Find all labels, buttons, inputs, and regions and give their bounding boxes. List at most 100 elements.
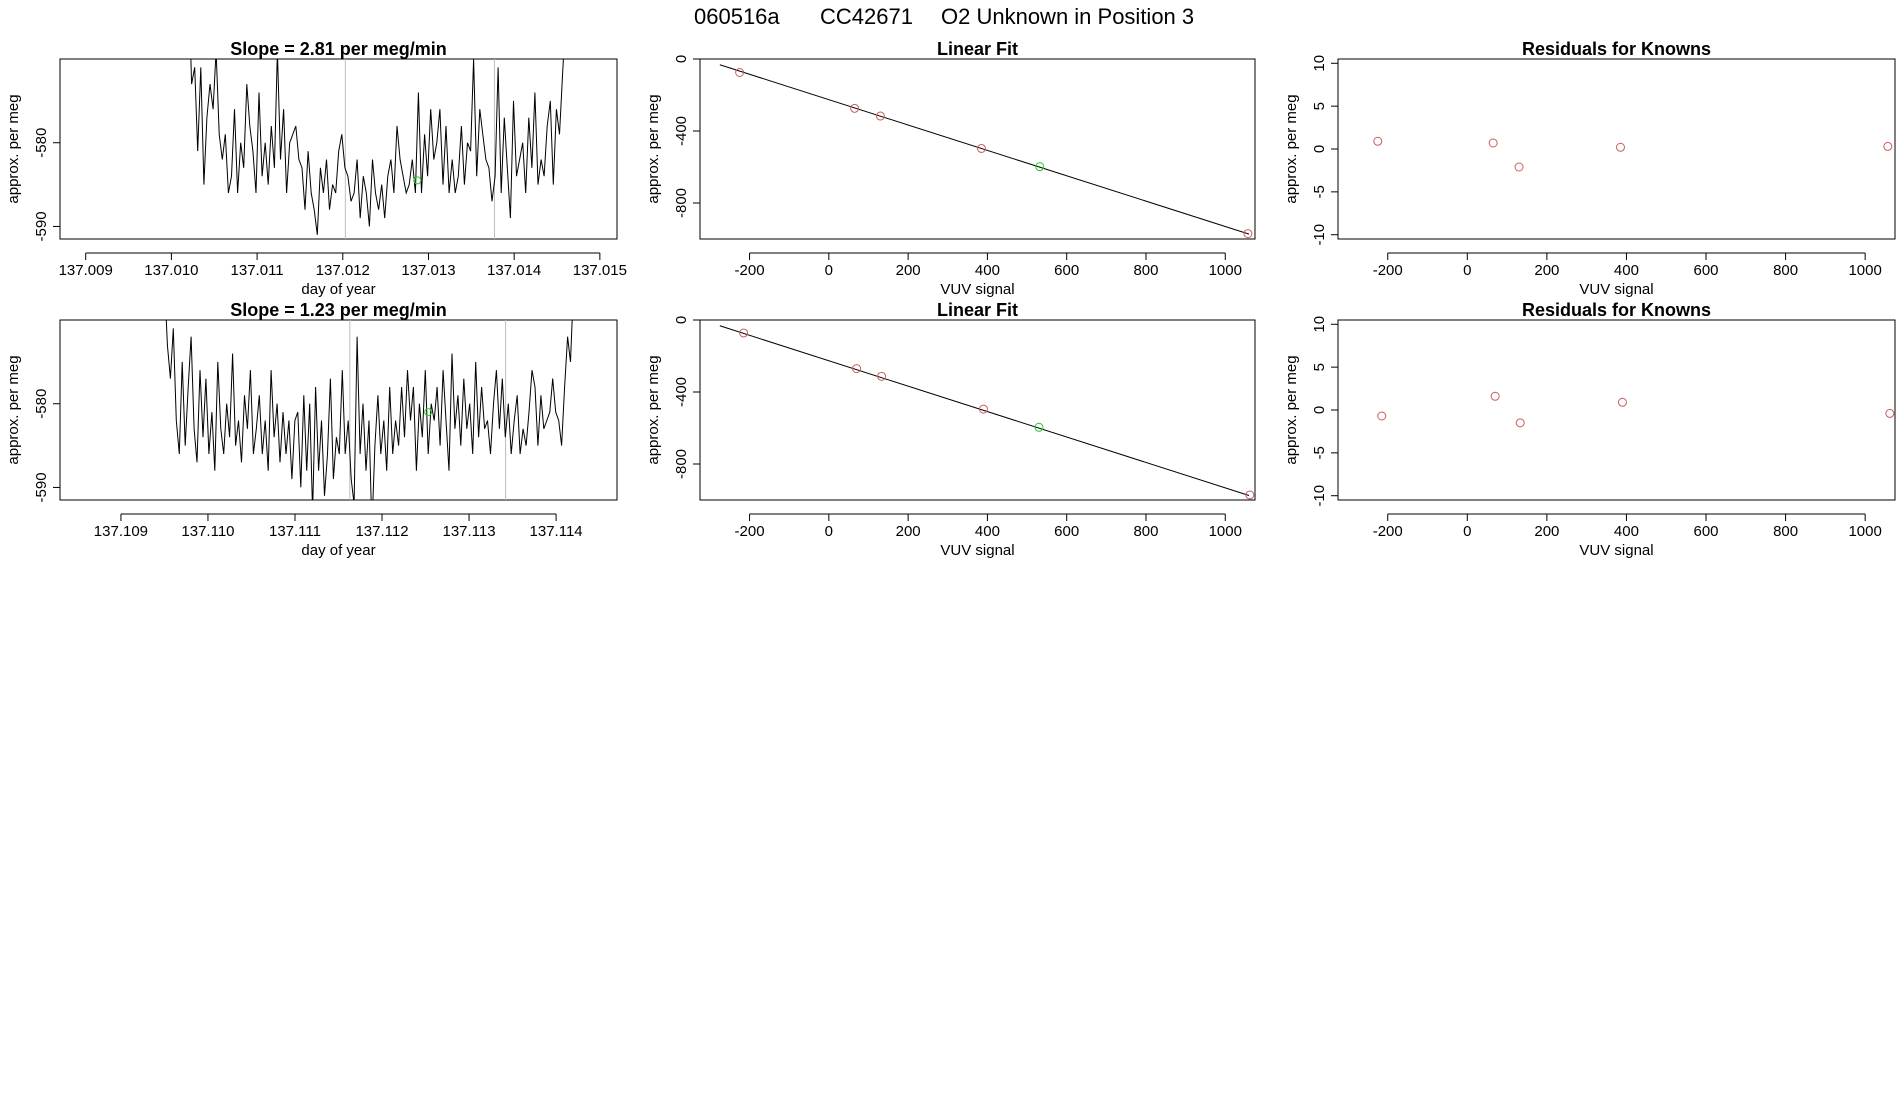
main-title-desc: O2 Unknown in Position 3 (941, 4, 1194, 29)
fit-line (719, 325, 1250, 496)
plot-frame (699, 58, 1256, 240)
x-tick-label: 400 (975, 523, 1000, 540)
x-axis-label: VUV signal (940, 542, 1014, 559)
unknown-point (413, 176, 422, 185)
x-tick-label: 0 (1463, 523, 1471, 540)
y-tick-label: 5 (1311, 102, 1328, 110)
chart-title: Slope = 2.81 per meg/min (230, 39, 447, 59)
fit-line (719, 64, 1250, 235)
main-title-run: 060516a (694, 4, 780, 29)
y-axis-label: approx. per meg (5, 355, 22, 464)
x-tick-label: 400 (1614, 523, 1639, 540)
known-point (739, 328, 749, 338)
x-tick-label: 200 (1534, 523, 1559, 540)
x-tick-label: 800 (1133, 523, 1158, 540)
plot-frame (1337, 319, 1896, 501)
y-tick-label: -10 (1311, 485, 1328, 507)
series-line (165, 320, 573, 500)
chart-ts1: Slope = 2.81 per meg/min day of year appro… (5, 39, 627, 298)
x-tick-label: 1000 (1848, 523, 1881, 540)
x-tick-label: 200 (896, 523, 921, 540)
known-point (976, 143, 986, 153)
plot-frame (699, 319, 1256, 501)
plot-area (1377, 391, 1895, 428)
y-tick-label: 0 (673, 316, 690, 324)
plot-frame (1337, 58, 1896, 240)
x-tick-label: 137.011 (231, 262, 284, 279)
x-tick-label: 200 (1534, 262, 1559, 279)
x-tick-label: -200 (1373, 262, 1403, 279)
chart-title: Residuals for Knowns (1522, 300, 1711, 320)
x-tick-label: 137.014 (487, 262, 541, 279)
chart-res2: Residuals for Knowns VUV signal approx. pe… (1283, 300, 1896, 559)
chart-fit2: Linear Fit VUV signal approx. per meg -200 0… (645, 300, 1256, 559)
known-point (1883, 141, 1893, 151)
y-tick-label: 0 (1311, 145, 1328, 153)
x-tick-label: 137.110 (181, 523, 234, 540)
y-axis-label: approx. per meg (1283, 94, 1300, 203)
plot-area (719, 64, 1253, 239)
unknown-point (424, 408, 433, 417)
plot-frame (59, 58, 618, 240)
x-axis-label: VUV signal (940, 281, 1014, 298)
unknown-point (1035, 162, 1045, 172)
y-tick-label: -10 (1311, 224, 1328, 246)
x-tick-label: 0 (825, 523, 833, 540)
y-tick-label: 10 (1311, 316, 1328, 333)
chart-title: Linear Fit (937, 300, 1018, 320)
y-axis-label: approx. per meg (1283, 355, 1300, 464)
y-tick-label: -580 (33, 128, 50, 158)
chart-title: Slope = 1.23 per meg/min (230, 300, 447, 320)
y-tick-label: 0 (673, 55, 690, 63)
y-tick-label: -800 (673, 188, 690, 218)
chart-title: Residuals for Knowns (1522, 39, 1711, 59)
x-tick-label: 800 (1773, 262, 1798, 279)
x-tick-label: 600 (1694, 523, 1719, 540)
known-point (1514, 162, 1524, 172)
x-tick-label: 137.015 (573, 262, 627, 279)
x-tick-label: 137.111 (269, 523, 321, 540)
x-axis-label: VUV signal (1579, 281, 1653, 298)
plot-area (165, 320, 573, 500)
x-tick-label: 200 (896, 262, 921, 279)
x-tick-label: 600 (1054, 523, 1079, 540)
x-tick-label: 800 (1773, 523, 1798, 540)
y-tick-label: -580 (33, 389, 50, 419)
y-tick-label: -5 (1311, 446, 1328, 459)
plot-area (1373, 136, 1893, 172)
known-point (735, 68, 745, 77)
x-axis-label: VUV signal (1579, 542, 1653, 559)
x-tick-label: 600 (1694, 262, 1719, 279)
x-tick-label: -200 (735, 262, 765, 279)
y-tick-label: -5 (1311, 185, 1328, 198)
x-tick-label: 137.113 (442, 523, 495, 540)
x-tick-label: 137.114 (530, 523, 583, 540)
x-tick-label: 137.109 (94, 523, 148, 540)
known-point (1617, 397, 1627, 407)
x-tick-label: 137.012 (316, 262, 370, 279)
x-tick-label: 1000 (1209, 262, 1242, 279)
y-axis-label: approx. per meg (5, 94, 22, 203)
y-tick-label: -400 (673, 116, 690, 146)
x-tick-label: 400 (1614, 262, 1639, 279)
x-tick-label: 1000 (1848, 262, 1881, 279)
series-line (190, 59, 564, 235)
x-tick-label: 400 (975, 262, 1000, 279)
y-tick-label: -400 (673, 377, 690, 407)
y-axis-label: approx. per meg (645, 355, 662, 464)
y-axis-label: approx. per meg (645, 94, 662, 203)
y-tick-label: -800 (673, 449, 690, 479)
y-tick-label: 0 (1311, 406, 1328, 414)
chart-fit1: Linear Fit VUV signal approx. per meg -200 0… (645, 39, 1256, 298)
x-tick-label: 137.010 (144, 262, 198, 279)
plot-area (190, 59, 564, 239)
plot-frame (59, 319, 618, 501)
known-point (978, 404, 988, 414)
x-tick-label: 800 (1133, 262, 1158, 279)
known-point (852, 364, 862, 374)
known-point (1488, 138, 1498, 148)
x-tick-label: 600 (1054, 262, 1079, 279)
x-axis-label: day of year (301, 281, 375, 298)
unknown-point (1034, 422, 1044, 432)
